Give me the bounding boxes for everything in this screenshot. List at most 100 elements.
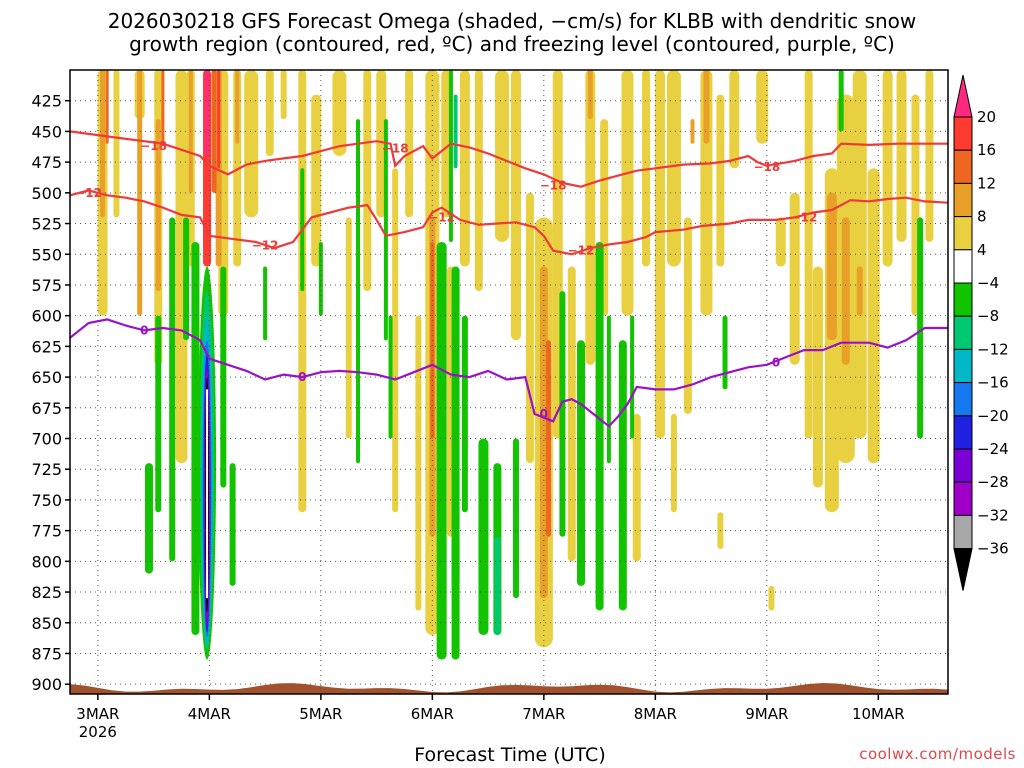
colorbar: 20 16 12 8 4 −4 −8 −12 −16 −20 −24 −28 −32 −36 [953, 74, 1009, 591]
contour-label-minus-18C-3: −18 [753, 160, 780, 174]
temperature-contours: −18 −18 −18 −18 −12 −12 −12 −12 −12 0 0 0 0 [70, 130, 948, 428]
omega-yellow-18 [405, 70, 414, 218]
omega-orange-0 [100, 70, 106, 218]
y-tick-label-475: 475 [31, 153, 62, 172]
omega-green-21 [595, 241, 604, 611]
omega-yellow-9 [265, 70, 274, 156]
omega-yellow-45 [812, 266, 823, 488]
omega-pink-core [205, 70, 210, 156]
omega-orange-7 [539, 266, 548, 599]
omega-yellow-35 [654, 70, 665, 439]
colorbar-label-1: 16 [977, 141, 996, 159]
contour-label-minus-12C-2: −12 [428, 210, 455, 224]
y-tick-label-800: 800 [31, 552, 62, 571]
y-tick-label-500: 500 [31, 184, 62, 203]
omega-green-28 [838, 70, 844, 132]
omega-green-11 [383, 119, 388, 341]
omega-yellow-41 [756, 70, 769, 144]
omega-yellow-33 [621, 70, 634, 316]
colorbar-label-2: 12 [977, 174, 996, 192]
omega-yellow-39 [716, 94, 725, 267]
omega-orange-14 [587, 70, 593, 120]
y-tick-label-625: 625 [31, 337, 62, 356]
omega-green-16 [478, 438, 489, 636]
omega-green-0 [169, 217, 176, 562]
colorbar-label-0: 20 [977, 108, 996, 126]
colorbar-label-4: 4 [977, 241, 987, 259]
omega-orange-17 [161, 70, 165, 144]
omega-green-5 [220, 266, 227, 488]
colorbar-swatch-11 [953, 448, 973, 483]
contour-label-freezing-level-0C-1: 0 [298, 370, 306, 384]
colorbar-swatch-5 [953, 249, 973, 284]
omega-green-9 [318, 241, 323, 316]
colorbar-cap-top [953, 74, 973, 118]
omega-yellow-24 [474, 70, 483, 292]
y-tick-label-550: 550 [31, 245, 62, 264]
colorbar-label-5: −4 [977, 274, 999, 292]
omega-yellow-53 [925, 70, 934, 242]
omega-orange-8 [545, 340, 551, 537]
omega-orange-1 [137, 70, 143, 316]
omega-yellow-34 [642, 70, 651, 267]
omega-yellow-36 [666, 70, 681, 267]
colorbar-label-12: −32 [977, 506, 1009, 524]
colorbar-label-7: −12 [977, 340, 1009, 358]
contour-label-minus-18C-1: −18 [382, 142, 409, 156]
y-tick-label-525: 525 [31, 215, 62, 234]
x-tick-sublabel-year: 2026 [79, 723, 117, 741]
omega-green-10 [356, 119, 361, 464]
omega-green-27 [917, 217, 924, 439]
colorbar-swatch-10 [953, 415, 973, 450]
site-credit[interactable]: coolwx.com/models [859, 745, 1016, 763]
omega-yellow-54 [632, 413, 641, 562]
contour-label-minus-12C-4: −12 [791, 210, 818, 224]
y-tick-label-725: 725 [31, 460, 62, 479]
omega-orange-5 [235, 70, 240, 144]
chart-title-line-2: growth region (contoured, red, ºC) and f… [129, 32, 895, 56]
colorbar-label-6: −8 [977, 307, 999, 325]
x-tick-label-4MAR: 4MAR [188, 705, 231, 723]
omega-red-core-2 [217, 70, 221, 169]
gridlines [70, 70, 948, 694]
plume-white-streak [206, 389, 209, 599]
omega-yellow-8 [244, 70, 259, 218]
colorbar-label-11: −28 [977, 473, 1009, 491]
colorbar-swatch-12 [953, 481, 973, 516]
x-tick-label-8MAR: 8MAR [634, 705, 677, 723]
omega-teal-1 [494, 536, 501, 636]
omega-green-6 [229, 463, 236, 586]
omega-yellow-50 [882, 70, 893, 267]
colorbar-swatch-6 [953, 282, 973, 317]
omega-green-24 [630, 315, 635, 439]
x-tick-label-9MAR: 9MAR [745, 705, 788, 723]
x-tick-label-7MAR: 7MAR [522, 705, 565, 723]
omega-yellow-37 [683, 217, 692, 414]
colorbar-label-13: −36 [977, 540, 1009, 558]
contour-label-minus-18C-2: −18 [540, 178, 567, 192]
contour-label-freezing-level-0C-2: 0 [540, 407, 548, 421]
omega-green-19 [559, 291, 566, 537]
omega-green-13 [436, 241, 447, 660]
omega-orange-9 [826, 192, 837, 341]
omega-green-20 [577, 340, 586, 586]
y-tick-label-450: 450 [31, 122, 62, 141]
omega-yellow-16 [376, 70, 387, 218]
x-axis-title: Forecast Time (UTC) [414, 744, 606, 766]
y-tick-label-600: 600 [31, 307, 62, 326]
omega-yellow-31 [585, 70, 596, 365]
omega-yellow-23 [459, 70, 470, 267]
omega-yellow-25 [495, 70, 510, 242]
contour-minus-12C [70, 189, 948, 256]
y-tick-label-775: 775 [31, 522, 62, 541]
colorbar-swatch-7 [953, 315, 973, 350]
omega-yellow-51 [896, 70, 907, 242]
contour-label-minus-18C-0: −18 [140, 139, 167, 153]
colorbar-label-9: −20 [977, 407, 1009, 425]
contour-label-minus-12C-1: −12 [252, 239, 279, 253]
colorbar-label-8: −16 [977, 374, 1009, 392]
x-tick-label-10MAR: 10MAR [852, 705, 905, 723]
omega-yellow-1 [113, 70, 120, 218]
